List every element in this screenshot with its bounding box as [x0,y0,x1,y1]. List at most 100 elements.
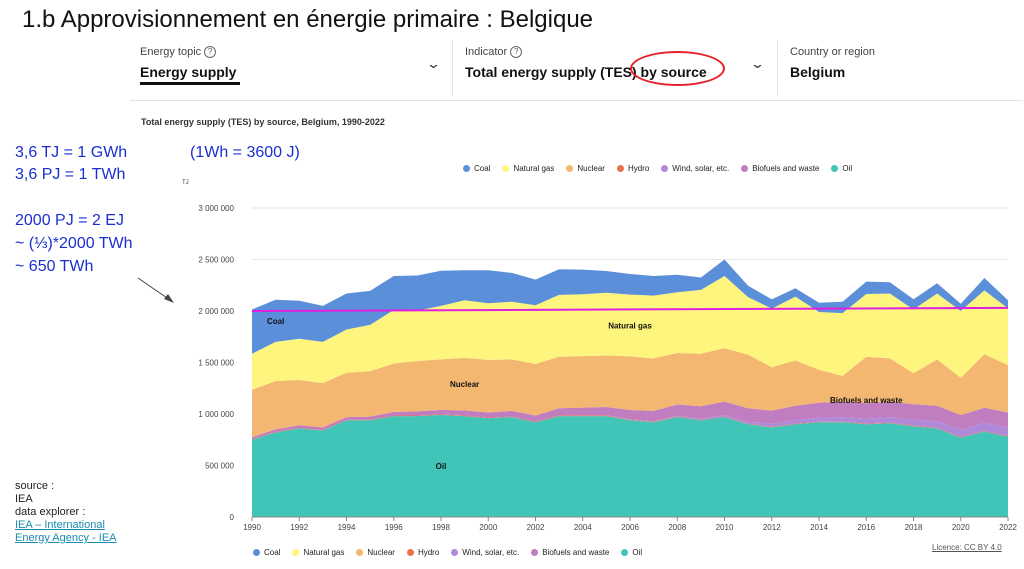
country-label: Country or region [790,46,875,58]
legend-label: Nuclear [577,164,605,173]
y-tick-label: 2 500 000 [198,256,234,265]
area-label-biofuels: Biofuels and waste [830,396,903,405]
legend-label: Coal [264,548,281,557]
x-tick-label: 2004 [574,523,592,532]
legend-item-hydro[interactable]: Hydro [616,164,650,173]
iea-link[interactable]: IEA – International [15,519,105,531]
legend-dot [661,165,669,172]
legend-label: Natural gas [513,164,555,173]
legend-label: Coal [474,164,491,173]
legend-item-biofuels[interactable]: Biofuels and waste [741,164,819,173]
legend-item-coal[interactable]: Coal [463,164,490,173]
area-label-oil: Oil [436,462,447,471]
legend-dot [451,549,459,556]
legend-item-nuclear[interactable]: Nuclear [566,164,605,173]
area-biofuels [252,401,1008,440]
legend-dot [463,165,470,172]
legend-item-nuclear[interactable]: Nuclear [356,548,395,557]
y-tick-label: 3 000 000 [198,204,234,213]
note-pj-ej: 2000 PJ = 2 EJ [15,212,124,229]
help-icon[interactable]: ? [204,46,217,58]
x-tick-label: 2002 [527,523,545,532]
energy-topic-value: Energy supply [140,64,237,80]
underline-annotation [140,82,240,85]
legend-item-biofuels[interactable]: Biofuels and waste [531,548,609,557]
legend-dot [356,549,364,556]
legend-label: Wind, solar, etc. [462,548,520,557]
x-tick-label: 2022 [999,523,1017,532]
legend-label: Biofuels and waste [542,548,610,557]
legend-dot [406,549,414,556]
legend-label: Wind, solar, etc. [672,164,730,173]
area-natural_gas [252,276,1008,390]
legend-item-oil[interactable]: Oil [831,164,852,173]
energy-topic-select[interactable]: Energy topic? Energy supply ⌄ [130,40,452,100]
source-label: source : [15,480,55,492]
note-650-twh: ~ 650 TWh [15,258,94,275]
x-tick-label: 1990 [243,523,261,532]
x-tick-label: 1992 [290,523,308,532]
y-tick-label: 0 [230,513,235,522]
legend-item-natural_gas[interactable]: Natural gas [292,548,344,557]
x-tick-label: 2000 [479,523,497,532]
legend-dot [292,549,300,556]
data-explorer-label: data explorer : [15,506,86,518]
x-tick-label: 1998 [432,523,450,532]
iea-link-2[interactable]: Energy Agency - IEA [15,532,117,544]
highlight-ellipse [630,51,725,86]
legend-item-wind_solar[interactable]: Wind, solar, etc. [661,164,729,173]
selector-bar: Energy topic? Energy supply ⌄ Indicator?… [130,40,1023,101]
y-axis-unit: TJ [182,180,189,186]
x-tick-label: 2016 [857,523,875,532]
area-oil [252,415,1008,517]
country-select[interactable]: Country or region Belgium [780,40,1020,100]
legend-dot [621,549,629,556]
chevron-down-icon[interactable]: ⌄ [749,56,766,71]
slide-title: 1.b Approvisionnement en énergie primair… [22,6,594,33]
legend-item-natural_gas[interactable]: Natural gas [502,164,554,173]
legend-dot [566,165,574,172]
x-tick-label: 2012 [763,523,781,532]
source-name: IEA [15,493,33,505]
chart-title: Total energy supply (TES) by source, Bel… [141,117,385,127]
x-tick-label: 1996 [385,523,403,532]
chevron-down-icon[interactable]: ⌄ [425,56,442,71]
help-icon[interactable]: ? [510,46,523,58]
legend-dot [531,549,539,556]
legend-label: Hydro [627,164,650,173]
legend-item-wind_solar[interactable]: Wind, solar, etc. [451,548,519,557]
x-tick-label: 2010 [716,523,734,532]
legend-label: Oil [842,164,853,173]
legend-item-oil[interactable]: Oil [621,548,642,557]
note-third: ~ (⅓)*2000 TWh [15,235,133,252]
legend-bottom: Coal Natural gas Nuclear Hydro Wind, solar, … [253,548,654,557]
divider [452,40,453,96]
legend-label: Oil [632,548,643,557]
x-tick-label: 2006 [621,523,639,532]
legend-label: Natural gas [303,548,345,557]
x-tick-label: 2018 [905,523,923,532]
area-label-natural_gas: Natural gas [608,322,652,331]
legend-label: Biofuels and waste [752,164,820,173]
legend-dot [616,165,624,172]
area-label-coal: Coal [267,317,284,326]
legend-item-coal[interactable]: Coal [253,548,280,557]
source-block: source : IEA data explorer : IEA – Inter… [15,480,117,545]
x-tick-label: 1994 [338,523,356,532]
x-tick-label: 2014 [810,523,828,532]
legend-dot [253,549,260,556]
annotation-arrow [137,277,171,301]
x-tick-label: 2020 [952,523,970,532]
legend-dot [831,165,839,172]
legend-label: Hydro [417,548,440,557]
indicator-label: Indicator? [465,46,523,58]
legend-item-hydro[interactable]: Hydro [406,548,440,557]
area-nuclear [252,348,1008,438]
licence-link[interactable]: Licence: CC BY 4.0 [932,543,1002,552]
y-tick-label: 2 000 000 [198,307,234,316]
annotation-arrowhead [164,294,174,303]
y-tick-label: 1 000 000 [198,410,234,419]
country-value: Belgium [790,64,846,80]
legend-top: Coal Natural gas Nuclear Hydro Wind, solar, … [463,164,864,173]
